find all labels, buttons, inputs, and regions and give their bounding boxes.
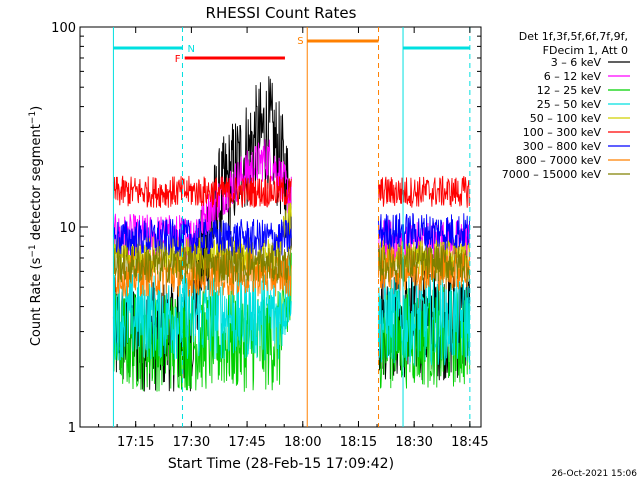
legend-header-1: FDecim 1, Att 0 xyxy=(543,44,628,57)
y-axis-label: Count Rate (s−1 detector segment−1) xyxy=(28,106,44,346)
x-tick-label-1: 17:30 xyxy=(173,435,210,450)
series-line-5-seg0 xyxy=(112,175,292,208)
x-tick-label-5: 18:30 xyxy=(395,435,432,450)
legend-label-4: 50 – 100 keV xyxy=(530,112,602,125)
x-tick-label-2: 17:45 xyxy=(228,435,265,450)
y-tick-label-1: 10 xyxy=(59,221,76,236)
y-tick-label-2: 100 xyxy=(51,21,76,36)
x-tick-label-6: 18:45 xyxy=(451,435,488,450)
timestamp-label: 26-Oct-2021 15:06 xyxy=(552,469,638,479)
legend-label-0: 3 – 6 keV xyxy=(551,56,602,69)
legend-label-2: 12 – 25 keV xyxy=(537,84,602,97)
plot-area: NF S 17:15 17:30 17:45 18:00 18:15 18:30 18:45 1 1… xyxy=(51,21,488,450)
saa-label: S xyxy=(297,36,303,47)
x-tick-label-4: 18:15 xyxy=(340,435,377,450)
legend-label-8: 7000 – 15000 keV xyxy=(502,168,602,181)
legend: Det 1f,3f,5f,6f,7f,9f,FDecim 1, Att 03 –… xyxy=(502,30,630,181)
series-line-6-seg0 xyxy=(112,218,292,258)
series-line-2-seg0 xyxy=(112,252,292,392)
x-tick-label-0: 17:15 xyxy=(117,435,154,450)
flare-label: F xyxy=(175,54,181,65)
series-line-8-seg1 xyxy=(378,243,471,283)
legend-label-5: 100 – 300 keV xyxy=(523,126,602,139)
x-tick-label-3: 18:00 xyxy=(284,435,321,450)
series-line-3-seg1 xyxy=(378,275,471,366)
series-line-7-seg1 xyxy=(378,246,471,291)
y-tick-label-0: 1 xyxy=(68,421,76,436)
x-axis-label: Start Time (28-Feb-15 17:09:42) xyxy=(168,456,394,472)
legend-header-0: Det 1f,3f,5f,6f,7f,9f, xyxy=(519,30,628,43)
chart-title: RHESSI Count Rates xyxy=(206,4,357,22)
series-line-8-seg0 xyxy=(112,245,292,286)
legend-label-7: 800 – 7000 keV xyxy=(516,154,602,167)
legend-label-1: 6 – 12 keV xyxy=(544,70,602,83)
legend-label-3: 25 – 50 keV xyxy=(537,98,602,111)
night-label: N xyxy=(187,44,194,55)
legend-label-6: 300 – 800 keV xyxy=(523,140,602,153)
series-line-1-seg0 xyxy=(112,139,292,260)
series-line-5-seg1 xyxy=(378,175,471,208)
series-line-3-seg0 xyxy=(112,254,292,361)
